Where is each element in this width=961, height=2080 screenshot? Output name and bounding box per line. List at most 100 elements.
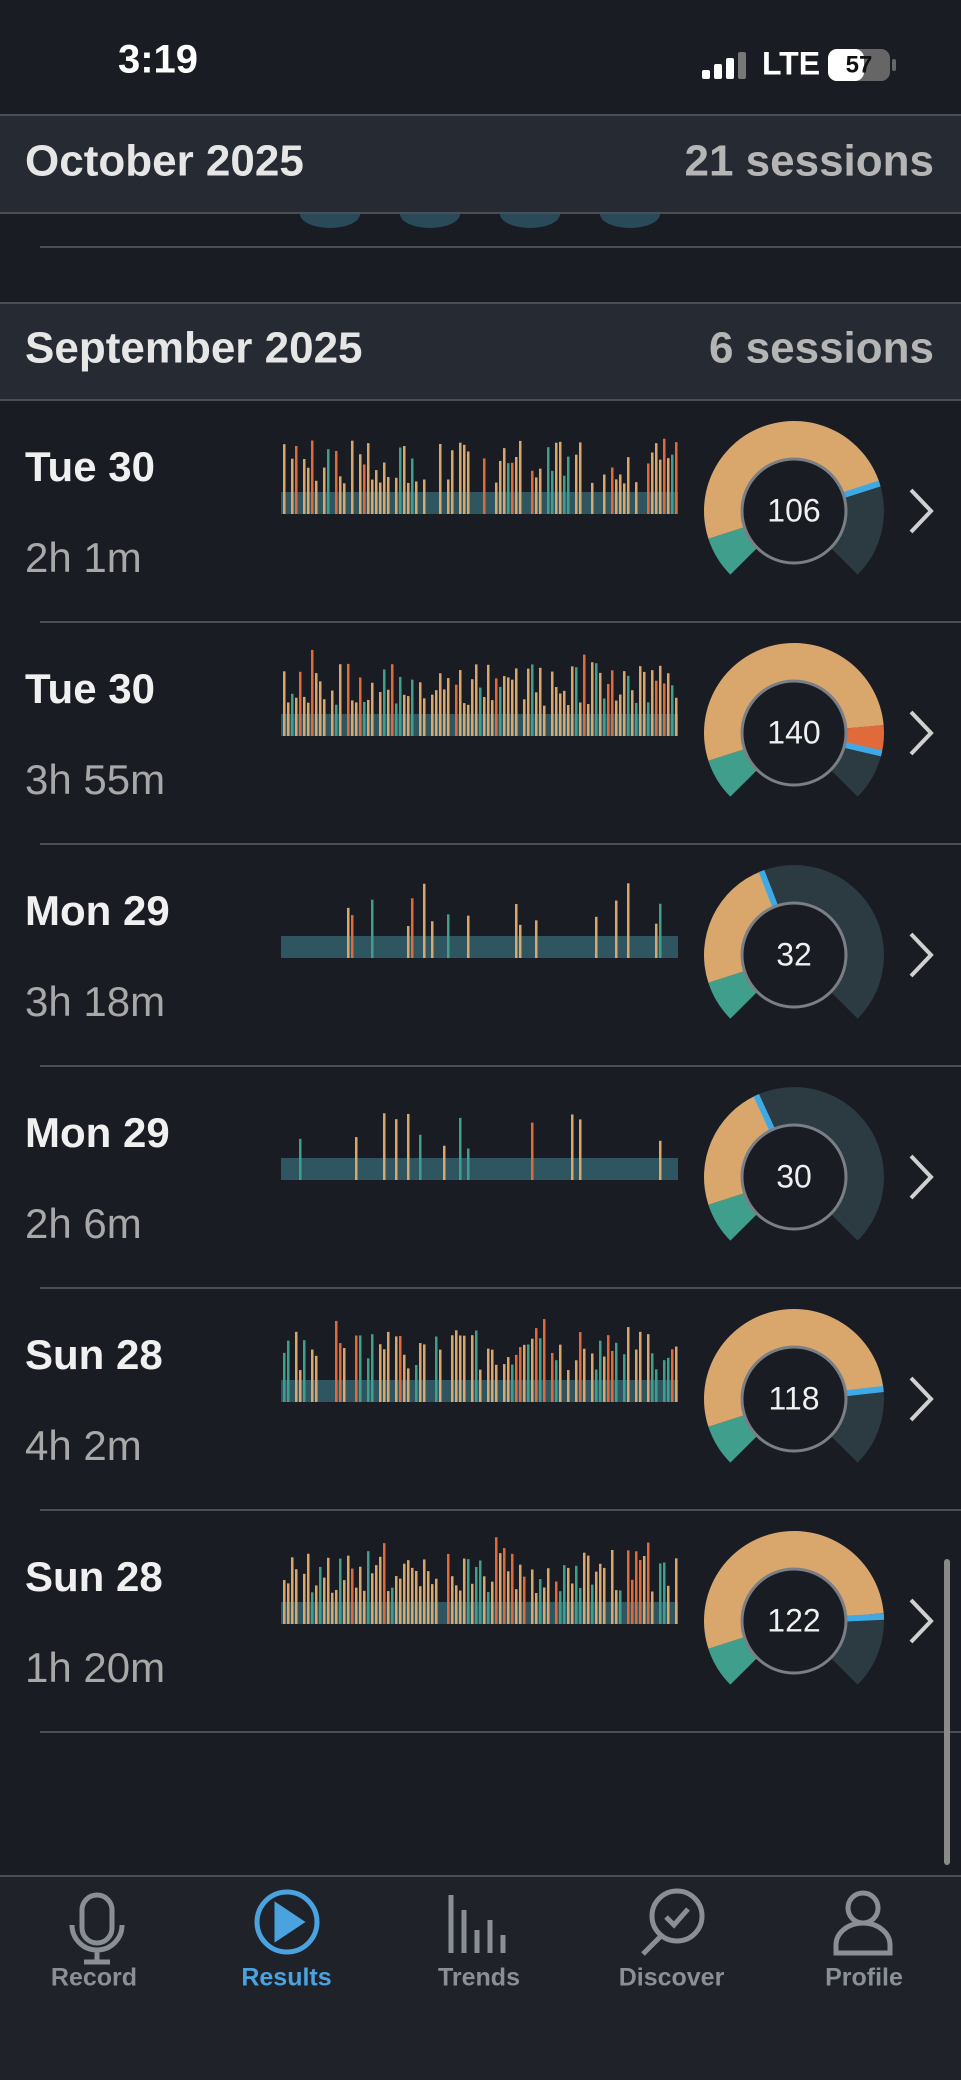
sparkline-bar: [559, 1591, 562, 1624]
session-duration: 1h 20m: [25, 1644, 165, 1691]
tab-label[interactable]: Results: [241, 1964, 331, 1992]
session-row[interactable]: Mon 29 2h 6m 30: [0, 1066, 961, 1289]
status-bar: [0, 0, 961, 115]
sparkline-bar: [407, 1113, 410, 1180]
session-score: 122: [767, 1602, 820, 1638]
sparkline-bar: [383, 462, 386, 514]
sparkline-bar: [443, 689, 446, 736]
chevron: [909, 710, 934, 756]
sparkline-bar: [535, 692, 538, 736]
sparkline-bar: [551, 1352, 554, 1402]
sparkline-bar: [543, 1319, 546, 1402]
tab-label[interactable]: Profile: [825, 1964, 903, 1992]
sparkline-bar: [495, 678, 498, 736]
sparkline-bar: [295, 1569, 298, 1624]
gauge-mid: [704, 1309, 884, 1427]
signal: [702, 52, 746, 79]
tab-label[interactable]: Discover: [619, 1964, 725, 1992]
sparkline-bar: [427, 1571, 430, 1624]
session-row[interactable]: Sun 28 4h 2m 118: [0, 1288, 961, 1511]
session-row[interactable]: Sun 28 1h 20m 122: [0, 1510, 961, 1733]
sparkline-bar: [555, 1360, 558, 1402]
sparkline-bar: [299, 1370, 302, 1402]
sparkline-bar: [567, 1567, 570, 1624]
sparkline-bar: [551, 470, 554, 514]
sparkline-bar: [579, 702, 582, 736]
sparkline-bar: [595, 916, 598, 958]
sparkline-bar: [323, 1577, 326, 1624]
sparkline-bar: [459, 442, 462, 514]
session-score: 118: [768, 1380, 819, 1416]
sparkline-bar: [315, 1355, 318, 1402]
session-duration: 2h 6m: [25, 1200, 142, 1247]
gauge-low: [708, 527, 757, 575]
sparkline-bar: [531, 470, 534, 514]
sparkline-bar: [495, 482, 498, 514]
sparkline-bar: [555, 687, 558, 736]
sparkline-bar: [399, 1578, 402, 1624]
sparkline-bar: [643, 1555, 646, 1624]
sparkline-bar: [639, 1331, 642, 1402]
sparkline-bar: [583, 1348, 586, 1402]
sparkline-bar: [619, 474, 622, 514]
sparkline-bar: [399, 676, 402, 736]
gauge-center: [740, 679, 848, 787]
sparkline-bar: [651, 452, 654, 514]
sparkline-bar: [575, 1565, 578, 1624]
sparkline-bar: [311, 1349, 314, 1402]
session-row[interactable]: Mon 29 3h 18m 32: [0, 844, 961, 1067]
sparkline-bar: [455, 1330, 458, 1402]
sparkline-bar: [579, 1588, 582, 1624]
sparkline-bar: [375, 470, 378, 514]
sparkline-bar: [339, 476, 342, 514]
sparkline-bar: [627, 457, 630, 514]
sparkline-bar: [659, 1563, 662, 1624]
sparkline-bar: [663, 683, 666, 736]
gauge-low: [708, 749, 757, 797]
battery-level: [828, 49, 864, 81]
sparkline-bar: [531, 1338, 534, 1402]
sparkline-bar: [467, 1559, 470, 1624]
sparkline-bar: [587, 704, 590, 736]
sparkline-bar: [419, 1343, 422, 1402]
session-row[interactable]: Tue 30 3h 55m 140: [0, 622, 961, 845]
sparkline-bar: [459, 670, 462, 736]
sparkline-bar: [487, 1348, 490, 1402]
sparkline-bar: [587, 1555, 590, 1624]
tab-label[interactable]: Trends: [438, 1964, 520, 1992]
sparkline-bar: [415, 1570, 418, 1624]
sparkline-bar: [303, 459, 306, 514]
sparkline-bar: [495, 1537, 498, 1624]
sparkline-bar: [367, 443, 370, 514]
sparkline-bar: [307, 467, 310, 514]
sparkline-bar: [455, 1585, 458, 1624]
sparkline-bar: [495, 1364, 498, 1402]
sparkline-bar: [583, 654, 586, 736]
month-header[interactable]: [0, 303, 961, 400]
sparkline-bar: [603, 1567, 606, 1624]
sparkline-bar: [595, 1571, 598, 1624]
sparkline-bar: [383, 1113, 386, 1180]
month-count: 21 sessions: [685, 137, 935, 186]
sparkline-bar: [575, 454, 578, 514]
sparkline-bar: [607, 683, 610, 736]
month-header[interactable]: [0, 115, 961, 213]
session-row[interactable]: Tue 30 2h 1m 106: [0, 400, 961, 623]
sparkline-bar: [367, 1551, 370, 1624]
sparkline-bar: [531, 664, 534, 736]
sparkline-bar: [479, 687, 482, 736]
tab-label[interactable]: Record: [51, 1964, 137, 1992]
month-count: 6 sessions: [709, 324, 934, 373]
sparkline-bar: [663, 1562, 666, 1624]
sparkline-bar: [671, 685, 674, 736]
chevron: [909, 932, 934, 978]
sparkline-bar: [647, 702, 650, 736]
sparkline-bar: [667, 458, 670, 514]
sparkline-bar: [411, 458, 414, 514]
sparkline-bar: [647, 463, 650, 514]
sparkline-bar: [467, 704, 470, 736]
sparkline-bar: [475, 1330, 478, 1402]
sparkline-bar: [403, 1563, 406, 1624]
sparkline-bar: [355, 1587, 358, 1624]
